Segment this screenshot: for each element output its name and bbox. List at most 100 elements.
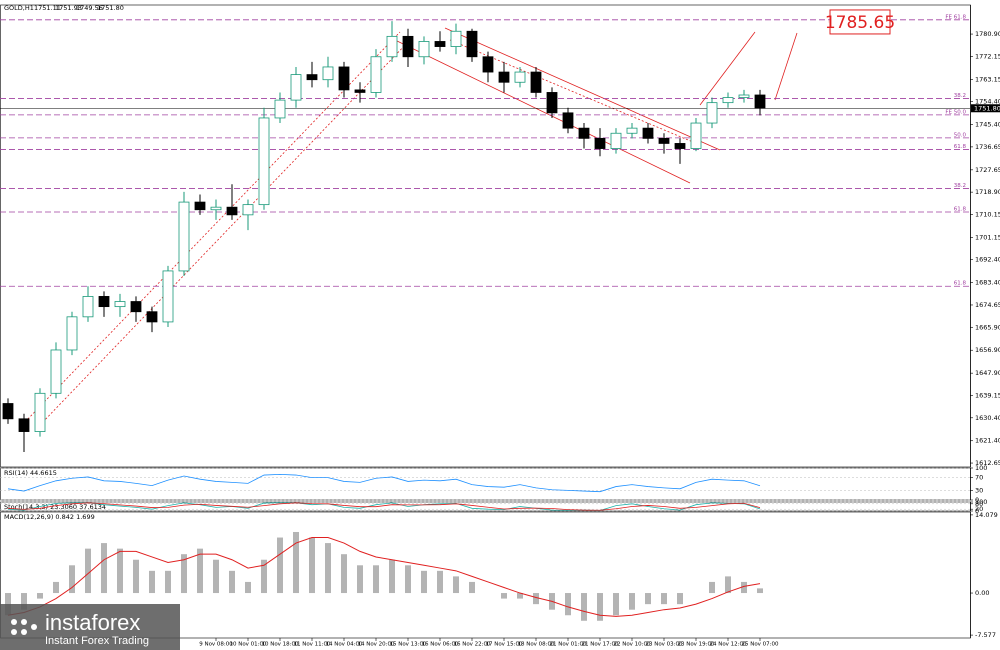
candle-body [658,137,670,144]
watermark-tagline: Instant Forex Trading [45,635,149,647]
candle-body [194,201,206,211]
header-value: 1749.56 [76,4,103,12]
y-tick-label: 0 [975,496,979,504]
histogram-bar [389,559,395,594]
x-tick-label: 9 Nov 08:00 [199,642,233,648]
y-tick-label: 1780.90 [975,30,1000,38]
y-tick-label: 1630.40 [975,414,1000,422]
panel-title: MACD(12,26,9) 0.842 1.699 [4,513,95,521]
candle-body [514,71,526,83]
histogram-bar [53,581,59,594]
x-tick-label: 10 Nov 18:00 [261,642,299,648]
y-tick-label: 100 [975,464,987,472]
histogram-bar [293,531,299,594]
candle-body [210,206,222,211]
histogram-bar [181,554,187,594]
level-label: 61.8 [954,207,967,213]
histogram-bar [565,593,571,616]
y-tick-label: 1647.90 [975,369,1000,377]
y-tick-label: 1621.40 [975,437,1000,445]
histogram-bar [117,548,123,594]
level-label: 50.0 [954,132,967,138]
x-tick-label: 16 Nov 22:00 [453,642,491,648]
y-tick-label: 1683.40 [975,279,1000,287]
candle-body [690,122,702,149]
y-tick-label: 1692.40 [975,256,1000,264]
channel-line [394,39,691,184]
candle-body [66,316,78,351]
logo-dot [21,629,27,635]
logo-icon [11,619,37,635]
level-label: FE 61.8 [945,14,966,20]
header-value: 1751.93 [55,4,82,12]
x-tick-label: 21 Nov 01:00 [549,642,587,648]
x-tick-label: 16 Nov 06:00 [421,642,459,648]
candle-body [706,102,718,124]
candle-body [386,35,398,58]
histogram-bar [613,593,619,616]
y-tick-label: 0.00 [975,589,989,597]
histogram-bar [165,570,171,594]
histogram-bar [149,570,155,594]
histogram-bar [661,593,667,605]
histogram-bar [677,593,683,605]
y-tick-label: 1745.40 [975,121,1000,129]
trend-lines [24,27,798,426]
candle-body [418,41,430,58]
histogram-bar [629,593,635,610]
fib-line [39,39,411,426]
header-value: 1751.11 [34,4,61,12]
y-tick-label: 1665.90 [975,323,1000,331]
candle-body [450,30,462,47]
x-tick-label: 15 Nov 13:00 [389,642,427,648]
histogram-bar [341,554,347,594]
y-tick-label: 1772.15 [975,52,1000,60]
candle-body [674,143,686,149]
x-tick-label: 23 Nov 03:00 [645,642,683,648]
histogram-bar [133,559,139,594]
histogram-bar [581,593,587,621]
current-price-box [971,104,1000,113]
candle-body [338,66,350,91]
level-label: 61.8 [954,281,967,287]
candle-body [130,301,142,313]
panel-title: RSI(14) 44.6615 [4,469,57,477]
x-tick-label: 14 Nov 20:00 [357,642,395,648]
y-tick-label: 1718.90 [975,188,1000,196]
candle-body [754,94,766,109]
histogram-bar [725,576,731,594]
y-tick-label: 1612.65 [975,459,1000,467]
x-tick-label: 24 Nov 12:00 [709,642,747,648]
y-tick-label: 14.079 [975,511,998,519]
candle-body [402,35,414,58]
histogram-bar [533,593,539,605]
candle-body [434,41,446,47]
candle-body [178,201,190,272]
logo-dot [21,619,27,625]
x-tick-label: 25 Nov 07:00 [741,642,779,648]
histogram-bar [405,565,411,594]
candle-body [498,71,510,83]
candle-body [242,204,254,216]
candle-body [98,296,110,308]
histogram-bar [709,581,715,594]
candle-body [530,71,542,93]
y-tick-label: -7.577 [975,631,996,639]
candle-body [354,89,366,93]
histogram-bar [245,581,251,594]
candle-body [50,349,62,394]
y-tick-label: 20 [975,505,983,513]
candle-body [274,99,286,119]
histogram-bar [325,543,331,594]
logo-dot [31,624,37,630]
y-tick-label: 1656.90 [975,346,1000,354]
level-label: FE 50.0 [945,109,966,115]
candle-body [562,112,574,129]
histogram-bar [309,537,315,594]
x-tick-label: 14 Nov 04:00 [325,642,363,648]
indicator-line [7,502,761,511]
histogram-bar [21,593,27,610]
candle-body [114,301,126,308]
